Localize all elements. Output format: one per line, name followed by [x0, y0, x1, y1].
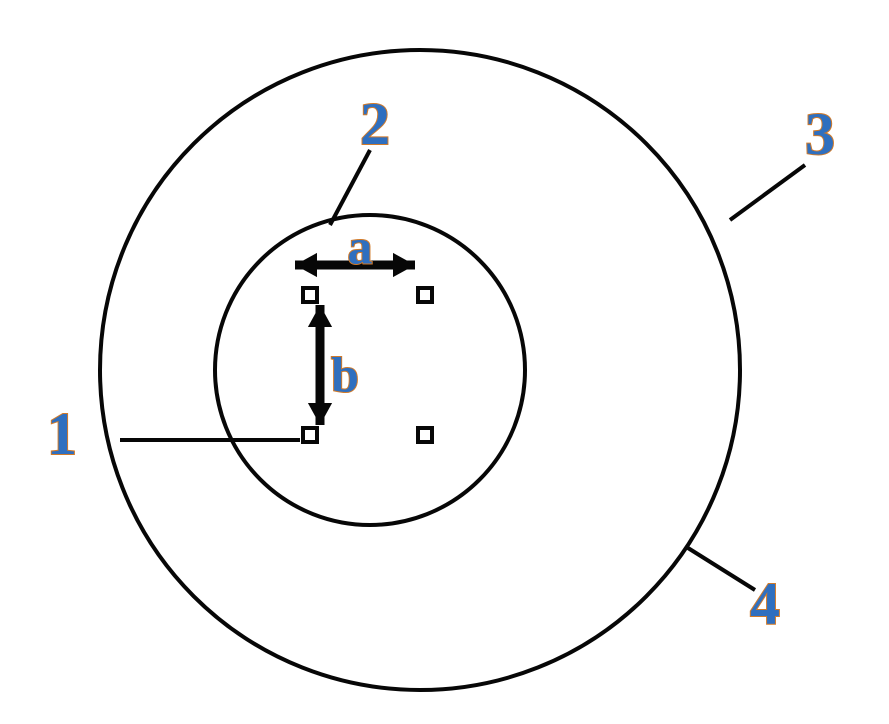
marker-square	[418, 288, 432, 302]
dimension-label-b: b	[331, 346, 359, 402]
marker-square	[303, 288, 317, 302]
marker-square	[418, 428, 432, 442]
callout-label-1: 1	[47, 401, 77, 467]
dimension-arrow-b	[308, 305, 332, 425]
diagram-canvas: a b 1 2 3 4	[0, 0, 889, 724]
dimension-label-a: a	[348, 218, 373, 274]
callout-label-4: 4	[750, 571, 780, 637]
leader-line-3	[730, 165, 805, 220]
outer-circle	[100, 50, 740, 690]
leader-line-4	[688, 548, 755, 590]
callout-label-2: 2	[360, 91, 390, 157]
callout-label-3: 3	[805, 101, 835, 167]
marker-square	[303, 428, 317, 442]
